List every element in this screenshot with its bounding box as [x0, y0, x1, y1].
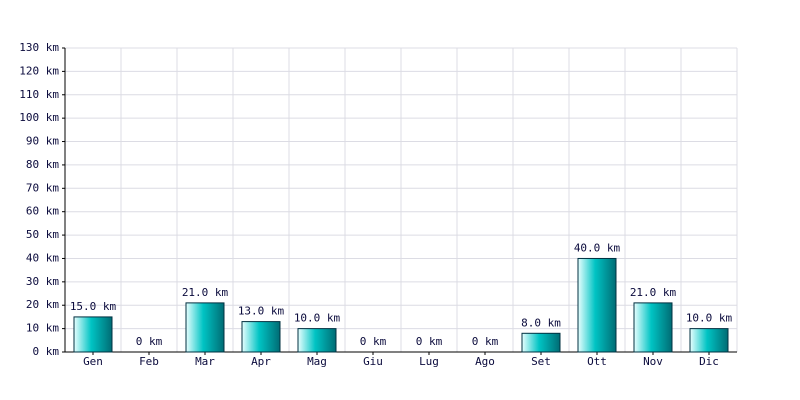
value-label: 0 km [472, 335, 499, 348]
y-tick-label: 90 km [26, 135, 59, 148]
x-tick-label: Ago [475, 355, 495, 368]
value-label: 0 km [136, 335, 163, 348]
bar [73, 316, 113, 353]
value-label: 10.0 km [294, 312, 341, 325]
y-tick-label: 110 km [19, 88, 59, 101]
x-tick-label: Nov [643, 355, 663, 368]
y-tick-label: 40 km [26, 251, 59, 264]
value-label: 21.0 km [630, 286, 677, 299]
y-tick-label: 30 km [26, 275, 59, 288]
value-label: 40.0 km [574, 241, 621, 254]
x-tick-label: Dic [699, 355, 719, 368]
value-label: 0 km [416, 335, 443, 348]
x-tick-label: Lug [419, 355, 439, 368]
bar [633, 302, 673, 353]
bar [577, 257, 617, 353]
value-label: 10.0 km [686, 312, 733, 325]
y-tick-label: 80 km [26, 158, 59, 171]
y-tick-label: 120 km [19, 64, 59, 77]
x-tick-label: Gen [83, 355, 103, 368]
value-label: 21.0 km [182, 286, 229, 299]
y-tick-label: 50 km [26, 228, 59, 241]
y-tick-label: 20 km [26, 298, 59, 311]
bar [521, 332, 561, 353]
bar [297, 328, 337, 353]
x-tick-label: Ott [587, 355, 607, 368]
bar [185, 302, 225, 353]
y-tick-label: 0 km [33, 345, 60, 358]
y-tick-label: 130 km [19, 41, 59, 54]
x-tick-label: Mar [195, 355, 215, 368]
x-tick-label: Feb [139, 355, 159, 368]
y-tick-label: 10 km [26, 322, 59, 335]
x-tick-label: Mag [307, 355, 327, 368]
value-label: 8.0 km [521, 316, 561, 329]
y-tick-label: 70 km [26, 181, 59, 194]
bar [689, 328, 729, 353]
bar [241, 321, 281, 353]
y-tick-label: 100 km [19, 111, 59, 124]
x-tick-label: Set [531, 355, 551, 368]
x-tick-label: Apr [251, 355, 271, 368]
x-tick-label: Giu [363, 355, 383, 368]
value-label: 15.0 km [70, 300, 117, 313]
y-tick-label: 60 km [26, 205, 59, 218]
value-label: 13.0 km [238, 305, 285, 318]
value-label: 0 km [360, 335, 387, 348]
